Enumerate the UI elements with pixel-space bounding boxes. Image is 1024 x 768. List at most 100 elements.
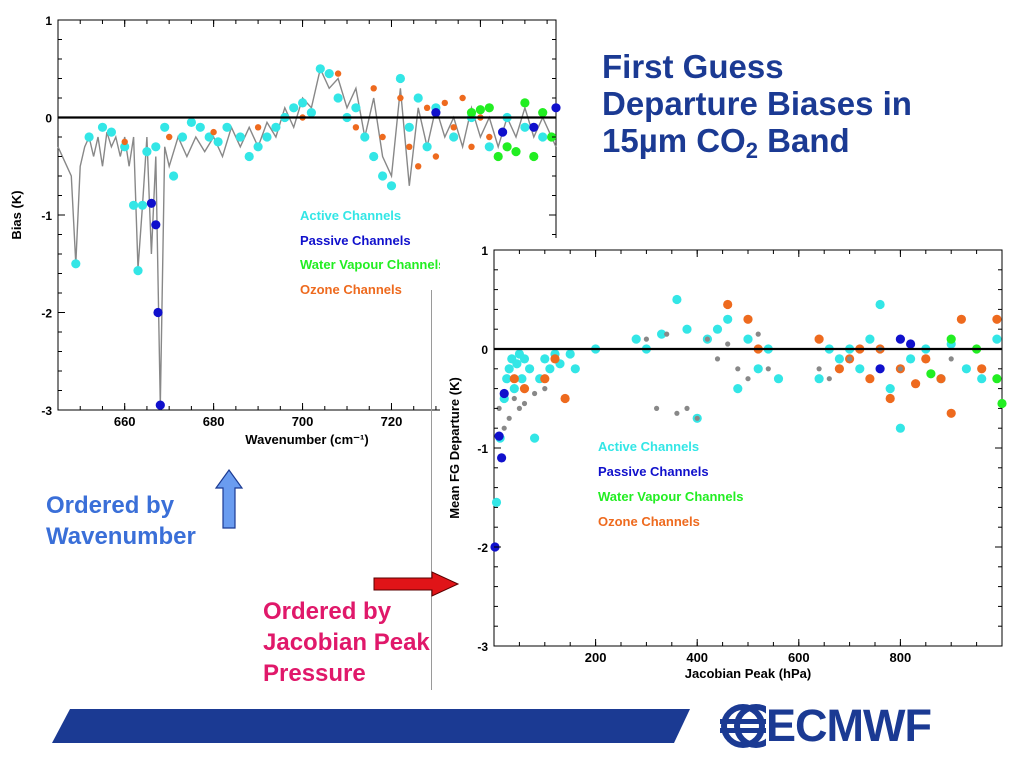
data-point [755,331,761,337]
data-point [475,105,485,115]
data-point [631,334,641,344]
data-point [895,334,905,344]
title-line-3-sub: 2 [745,138,758,163]
data-point [714,356,721,362]
data-point [542,386,548,392]
data-point [71,259,81,269]
data-point [643,336,649,342]
data-point [516,405,522,411]
data-point [521,400,528,407]
data-point [992,374,1002,384]
data-point [847,356,853,362]
data-point [306,108,316,118]
data-point [84,132,94,142]
data-point [921,354,931,364]
data-point [352,124,360,131]
chart1-legend-active: Active Channels [300,208,402,223]
data-point [491,497,502,507]
data-point [897,366,903,372]
data-point [684,405,690,411]
data-point [529,151,539,162]
data-point [415,163,422,170]
data-point [550,354,560,364]
data-point [369,151,379,162]
y-tick-label: 0 [45,112,52,126]
data-point [509,374,519,384]
caption-ordered-wavenumber: Ordered by Wavenumber [46,490,196,552]
data-point [395,73,405,84]
data-point [997,398,1007,409]
data-point [672,294,682,305]
data-point [540,374,550,384]
data-point [262,132,272,142]
data-point [370,85,377,92]
data-point [956,314,967,324]
data-point [468,143,475,150]
data-point [186,117,196,127]
data-point [195,122,205,132]
data-point [379,133,386,141]
y-tick-label: -3 [41,404,52,418]
data-point [120,142,130,152]
data-point [431,108,441,118]
data-point [413,93,423,103]
data-point [946,408,956,418]
caption-ordered-jacobian-line-1: Ordered by [263,598,392,625]
data-point [484,142,494,152]
data-point [484,103,494,113]
data-point [855,364,865,374]
data-point [213,137,223,147]
data-point [743,334,753,344]
y-tick-label: -2 [477,541,488,555]
data-point [466,108,477,118]
caption-ordered-jacobian: Ordered by Jacobian Peak Pressure [263,596,430,689]
data-point [450,124,457,131]
y-tick-label: -3 [477,640,488,654]
data-point [449,132,459,142]
data-point [509,384,519,394]
separator-line [431,290,432,690]
data-point [504,364,514,374]
data-point [961,364,972,374]
data-point [169,171,179,181]
data-point [378,171,388,181]
bias-vs-wavenumber-chart: 66068070072074076010-1-2-3 Bias (K) Wave… [9,14,580,447]
data-point [525,364,535,374]
y-tick-label: 1 [481,244,488,258]
data-point [160,122,170,132]
data-point [704,336,710,342]
chart2-legend-ozone: Ozone Channels [598,514,700,529]
data-point [333,93,343,103]
data-point [551,103,561,113]
up-arrow-icon [214,468,244,529]
data-point [911,379,921,389]
data-point [506,415,512,421]
data-point [153,307,163,318]
ecmwf-logo-text: ECMWF [766,700,932,751]
data-point [743,314,753,324]
data-point [936,374,946,384]
data-point [977,364,987,374]
data-point [765,366,771,372]
data-point [565,349,575,359]
data-point [977,374,987,384]
data-point [406,143,413,150]
data-point [97,122,108,132]
data-point [244,151,254,162]
title-line-2: Departure Biases in [602,85,912,122]
data-point [560,393,570,404]
title-line-1: First Guess [602,48,784,85]
data-point [146,198,156,208]
data-point [204,132,214,142]
data-point [494,431,504,441]
data-point [694,415,700,421]
data-point [654,405,660,411]
data-point [423,104,431,112]
footer-band [52,709,690,743]
y-tick-label: -2 [41,307,52,321]
chart2-legend-active: Active Channels [598,439,700,454]
data-point [520,98,530,108]
data-point [532,390,538,397]
title-line-3: 15µm CO2 Band [602,122,1012,162]
data-point [773,374,784,384]
